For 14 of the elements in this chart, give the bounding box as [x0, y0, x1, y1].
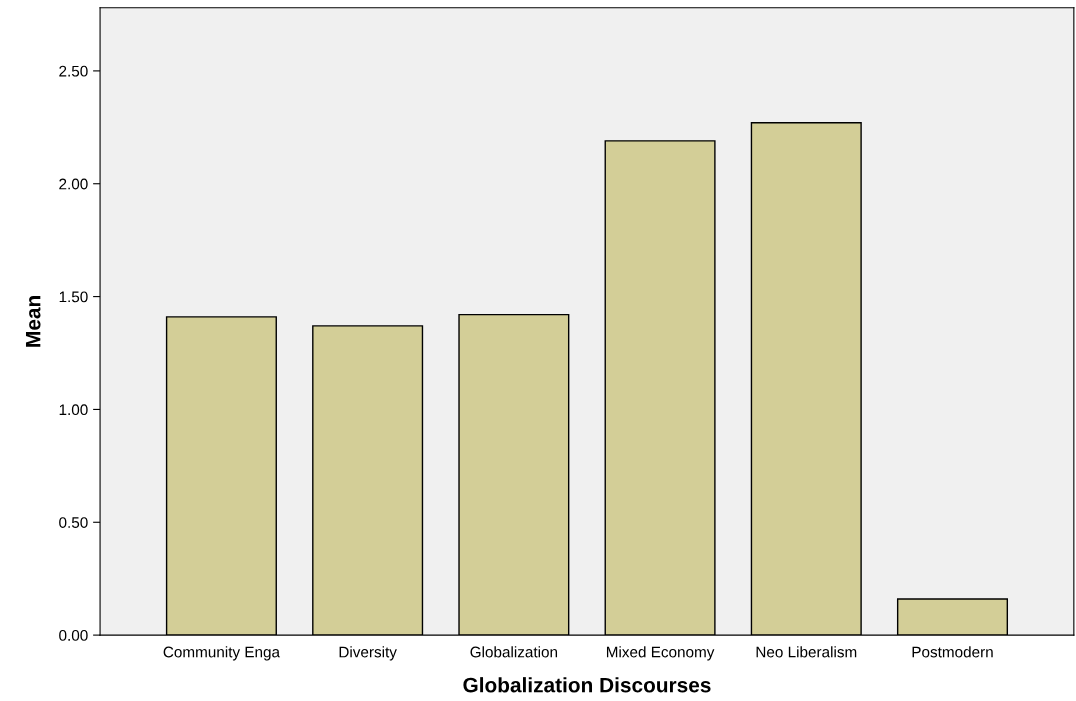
y-tick-label: 0.50 [59, 517, 88, 528]
x-tick-label: Globalization [470, 646, 558, 658]
x-tick-label: Community Enga [163, 646, 281, 661]
y-tick-label: 2.50 [59, 65, 88, 77]
y-tick-label: 2.00 [59, 178, 88, 190]
x-tick-label: Neo Liberalism [756, 646, 857, 658]
x-axis-title: Globalization Discourses [463, 677, 711, 693]
y-axis-title: Mean [25, 296, 41, 347]
x-tick-label: Diversity [339, 646, 397, 661]
y-tick-label: 0.00 [59, 629, 88, 641]
y-tick-label: 1.00 [59, 404, 88, 416]
x-tick-label: Postmodern [912, 646, 993, 658]
x-tick-label: Mixed Economy [606, 646, 715, 661]
y-tick-label: 1.50 [59, 291, 88, 303]
